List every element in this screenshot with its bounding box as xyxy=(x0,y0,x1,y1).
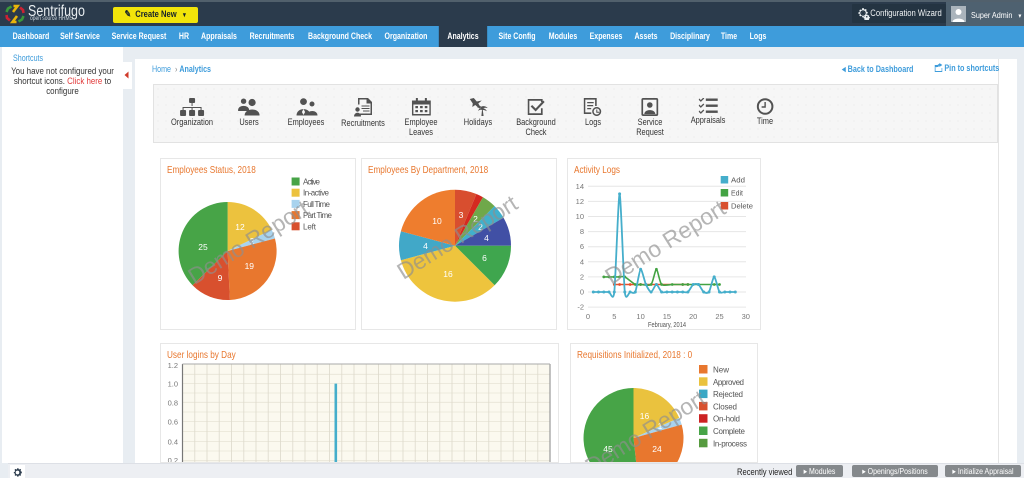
svg-text:9: 9 xyxy=(218,273,223,283)
svg-text:February, 2014: February, 2014 xyxy=(648,320,686,329)
svg-text:0.4: 0.4 xyxy=(168,437,178,446)
svg-text:Active: Active xyxy=(303,178,321,187)
svg-text:30: 30 xyxy=(742,312,750,321)
svg-text:19: 19 xyxy=(245,261,255,271)
svg-text:2: 2 xyxy=(250,236,255,246)
svg-text:0.6: 0.6 xyxy=(168,418,178,427)
svg-text:3: 3 xyxy=(459,210,464,220)
svg-text:Closed: Closed xyxy=(713,402,737,411)
svg-text:12: 12 xyxy=(235,222,245,232)
svg-text:Delete: Delete xyxy=(731,202,753,211)
svg-text:Add: Add xyxy=(731,176,745,185)
svg-text:14: 14 xyxy=(576,182,584,191)
svg-text:24: 24 xyxy=(652,444,662,454)
svg-text:-2: -2 xyxy=(577,303,584,312)
svg-text:4: 4 xyxy=(580,257,584,266)
svg-text:6: 6 xyxy=(482,253,487,263)
svg-text:2: 2 xyxy=(473,214,478,224)
svg-text:New: New xyxy=(713,366,729,375)
svg-text:On-hold: On-hold xyxy=(713,415,740,424)
svg-text:1: 1 xyxy=(658,421,663,431)
svg-text:6: 6 xyxy=(580,242,584,251)
svg-text:Part Time: Part Time xyxy=(303,211,333,220)
svg-text:4: 4 xyxy=(484,233,489,243)
svg-text:25: 25 xyxy=(198,242,208,252)
svg-text:2: 2 xyxy=(580,272,584,281)
svg-text:1.2: 1.2 xyxy=(168,361,178,370)
svg-text:0: 0 xyxy=(586,312,590,321)
svg-text:Approved: Approved xyxy=(713,378,744,387)
svg-text:25: 25 xyxy=(715,312,723,321)
svg-text:Rejected: Rejected xyxy=(713,390,743,399)
svg-text:10: 10 xyxy=(636,312,644,321)
svg-text:Left: Left xyxy=(303,222,317,231)
svg-text:2: 2 xyxy=(478,222,483,232)
svg-text:0.8: 0.8 xyxy=(168,398,178,407)
svg-text:4: 4 xyxy=(423,241,428,251)
svg-text:In-process: In-process xyxy=(713,439,747,448)
svg-text:1.0: 1.0 xyxy=(168,380,178,389)
svg-text:5: 5 xyxy=(612,312,616,321)
svg-text:15: 15 xyxy=(663,312,671,321)
svg-text:Edit: Edit xyxy=(731,189,744,198)
svg-text:10: 10 xyxy=(432,216,442,226)
svg-text:20: 20 xyxy=(689,312,697,321)
svg-text:12: 12 xyxy=(576,197,584,206)
svg-text:16: 16 xyxy=(640,411,650,421)
svg-text:45: 45 xyxy=(603,444,613,454)
svg-text:Full Time: Full Time xyxy=(303,200,331,209)
svg-text:0.2: 0.2 xyxy=(168,456,178,463)
svg-text:In-active: In-active xyxy=(303,189,330,198)
svg-text:10: 10 xyxy=(576,212,584,221)
svg-text:8: 8 xyxy=(580,227,584,236)
svg-text:Complete: Complete xyxy=(713,427,746,436)
svg-text:16: 16 xyxy=(443,269,453,279)
svg-text:0: 0 xyxy=(580,288,584,297)
